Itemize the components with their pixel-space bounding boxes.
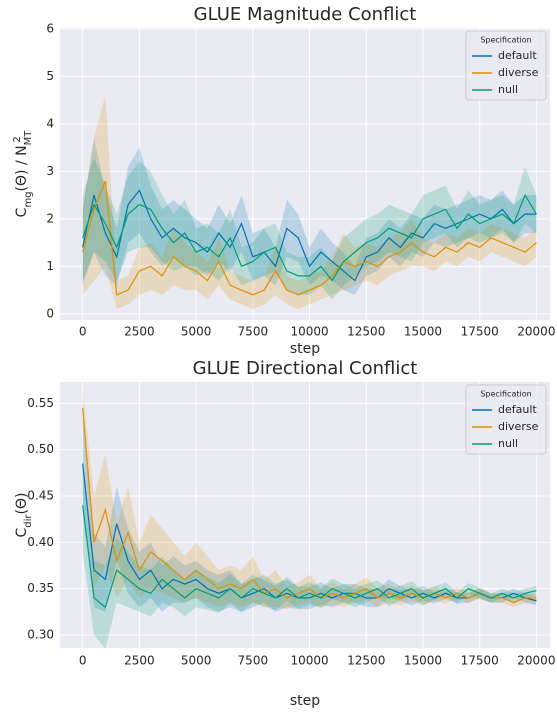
chart-title: GLUE Directional Conflict	[193, 358, 418, 379]
y-tick-label: 1	[46, 259, 54, 273]
confidence-band	[82, 138, 537, 295]
confidence-band	[82, 157, 537, 300]
x-tick-label: 2500	[124, 654, 155, 668]
y-axis-label-part: C	[14, 207, 30, 217]
y-axis-label: Cdir(Θ)	[14, 493, 34, 538]
x-tick-label: 5000	[181, 654, 212, 668]
x-tick-label: 7500	[238, 654, 269, 668]
y-tick-label: 0.55	[27, 396, 54, 410]
x-tick-label: 17500	[461, 654, 499, 668]
legend-label: null	[498, 83, 518, 96]
x-tick-label: 0	[79, 654, 87, 668]
series-line	[82, 180, 537, 296]
x-tick-label: 10000	[290, 325, 328, 339]
y-tick-label: 0.45	[27, 489, 54, 503]
y-axis-label-part: (Θ)	[14, 493, 30, 515]
legend-label: default	[498, 49, 537, 62]
confidence-band	[82, 417, 537, 612]
y-tick-label: 0.30	[27, 628, 54, 642]
y-axis-label-part: (Θ) / N	[14, 145, 30, 191]
series-line	[82, 463, 537, 602]
legend-label: default	[498, 403, 537, 416]
legend-box	[465, 30, 547, 101]
series-line	[82, 193, 537, 282]
y-axis-label-part: 2	[12, 136, 23, 142]
y-tick-label: 2	[46, 211, 54, 225]
y-tick-label: 0.35	[27, 581, 54, 595]
x-axis-label: step	[290, 341, 320, 357]
legend-title: Specification	[480, 36, 531, 45]
legend-label: diverse	[498, 66, 539, 79]
x-tick-label: 15000	[404, 654, 442, 668]
x-tick-label: 7500	[238, 325, 269, 339]
x-tick-label: 17500	[461, 325, 499, 339]
y-axis-label: Cmg(Θ) / NMT2	[12, 130, 34, 218]
x-tick-label: 2500	[124, 325, 155, 339]
y-tick-label: 6	[46, 21, 54, 35]
series-line	[82, 189, 537, 282]
y-tick-label: 3	[46, 164, 54, 178]
x-tick-label: 15000	[404, 325, 442, 339]
y-tick-label: 5	[46, 69, 54, 83]
y-tick-label: 0.40	[27, 535, 54, 549]
chart-title: GLUE Magnitude Conflict	[194, 4, 417, 25]
x-tick-label: 0	[79, 325, 87, 339]
y-tick-label: 0	[46, 306, 54, 320]
confidence-band	[82, 389, 537, 610]
x-tick-label: 20000	[517, 654, 555, 668]
legend-label: null	[498, 437, 518, 450]
x-tick-label: 20000	[517, 325, 555, 339]
y-axis-label-part: C	[14, 527, 30, 537]
legend-label: diverse	[498, 420, 539, 433]
series-line	[82, 505, 537, 609]
x-tick-label: 12500	[347, 654, 385, 668]
x-axis-label: step	[290, 693, 320, 708]
y-axis-label-part: mg	[23, 191, 34, 207]
x-tick-label: 5000	[181, 325, 212, 339]
y-axis-label-part: MT	[23, 130, 34, 146]
y-axis-label-part: dir	[23, 514, 34, 528]
confidence-band	[82, 458, 537, 649]
x-tick-label: 10000	[290, 654, 328, 668]
legend-box	[465, 384, 547, 455]
legend-title: Specification	[480, 390, 531, 399]
y-tick-label: 0.50	[27, 442, 54, 456]
confidence-band	[82, 95, 537, 310]
x-tick-label: 12500	[347, 325, 385, 339]
y-tick-label: 4	[46, 116, 54, 130]
